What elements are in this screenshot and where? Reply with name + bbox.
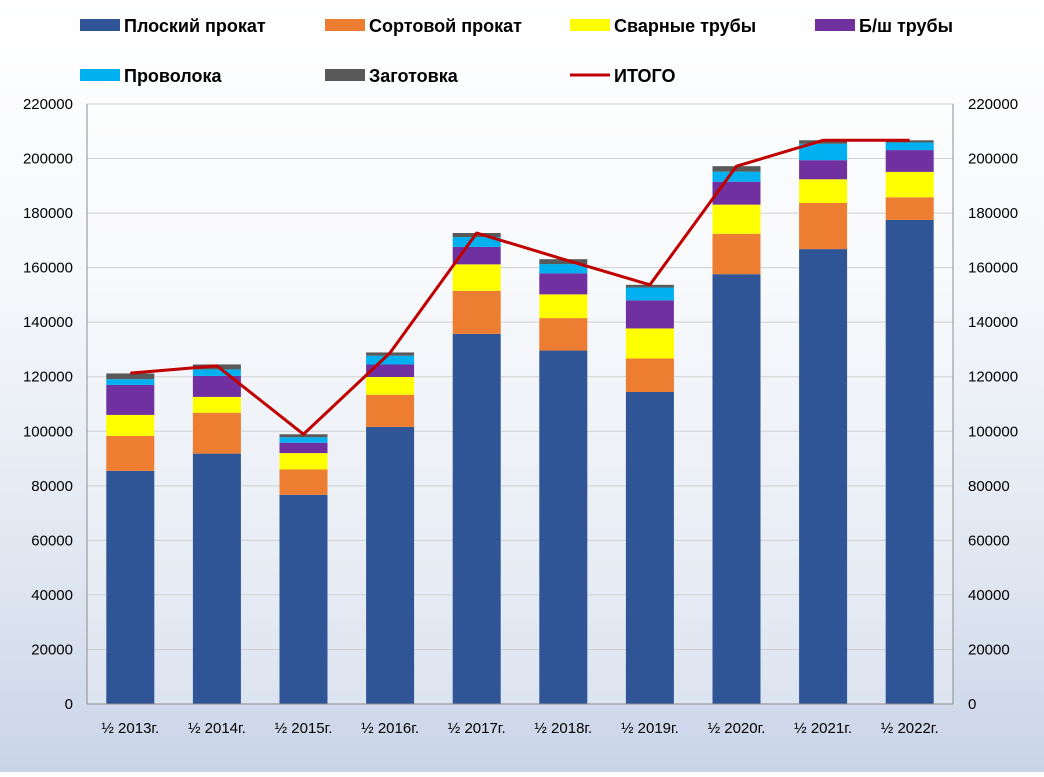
x-tick-label: ½ 2016г.: [361, 720, 419, 737]
bar-segment: [799, 179, 847, 203]
y-tick-label: 180000: [23, 205, 73, 222]
chart-svg: Плоский прокат Сортовой прокат Сварные тру…: [0, 0, 1044, 772]
secondary-y-tick-label: 0: [968, 696, 976, 713]
legend-label: Сварные трубы: [614, 16, 756, 36]
bar-segment: [886, 197, 934, 220]
legend-swatch: [80, 19, 120, 31]
bar-segment: [539, 318, 587, 350]
secondary-y-tick-label: 140000: [968, 314, 1018, 331]
legend: Плоский прокат Сортовой прокат Сварные тру…: [80, 16, 953, 86]
bar-segment: [106, 415, 154, 436]
chart: Плоский прокат Сортовой прокат Сварные тру…: [0, 0, 1044, 772]
legend-swatch: [570, 19, 610, 31]
bar-segment: [626, 392, 674, 704]
bar-segment: [626, 300, 674, 328]
legend-swatch: [815, 19, 855, 31]
y-tick-label: 100000: [23, 423, 73, 440]
legend-label: Проволока: [124, 66, 223, 86]
secondary-y-tick-label: 160000: [968, 260, 1018, 277]
bar-segment: [886, 172, 934, 197]
secondary-y-tick-label: 40000: [968, 587, 1010, 604]
legend-label: Плоский прокат: [124, 16, 266, 36]
bar-segment: [106, 373, 154, 379]
y-tick-label: 200000: [23, 151, 73, 168]
y-tick-label: 220000: [23, 96, 73, 113]
bar-segment: [193, 397, 241, 413]
bar-segment: [713, 274, 761, 704]
bar-segment: [106, 385, 154, 415]
x-tick-label: ½ 2017г.: [448, 720, 506, 737]
bar-segment: [280, 437, 328, 442]
legend-swatch: [80, 69, 120, 81]
bar-segment: [106, 471, 154, 704]
y-tick-label: 60000: [31, 532, 73, 549]
y-tick-label: 40000: [31, 587, 73, 604]
bar-segment: [626, 288, 674, 301]
bar-segment: [626, 328, 674, 358]
bar-segment: [539, 294, 587, 318]
x-tick-label: ½ 2020г.: [708, 720, 766, 737]
bar-segment: [539, 351, 587, 704]
bar-segment: [886, 150, 934, 172]
y-tick-label: 120000: [23, 369, 73, 386]
bar-segment: [106, 436, 154, 471]
bar-segment: [799, 160, 847, 179]
bar-segment: [280, 469, 328, 494]
bar-segment: [280, 443, 328, 453]
y-tick-label: 0: [65, 696, 73, 713]
bar-segment: [713, 234, 761, 274]
bar-segment: [453, 291, 501, 334]
bar-segment: [193, 413, 241, 454]
legend-label: Сортовой прокат: [369, 16, 522, 36]
bar-segment: [453, 334, 501, 704]
bar-segment: [799, 249, 847, 704]
y-tick-label: 20000: [31, 641, 73, 658]
bar-segment: [280, 453, 328, 469]
bar-segment: [713, 172, 761, 182]
bar-segment: [366, 356, 414, 365]
secondary-y-tick-label: 120000: [968, 369, 1018, 386]
secondary-y-tick-label: 100000: [968, 423, 1018, 440]
x-tick-label: ½ 2022г.: [881, 720, 939, 737]
bar-segment: [713, 205, 761, 234]
bar-segment: [366, 427, 414, 704]
bar-segment: [106, 379, 154, 385]
x-tick-label: ½ 2019г.: [621, 720, 679, 737]
bar-segment: [193, 369, 241, 376]
y-tick-label: 140000: [23, 314, 73, 331]
bar-segment: [539, 273, 587, 294]
x-tick-label: ½ 2013г.: [101, 720, 159, 737]
secondary-y-tick-label: 200000: [968, 151, 1018, 168]
bar-segment: [886, 220, 934, 704]
legend-label: ИТОГО: [614, 66, 675, 86]
y-tick-label: 160000: [23, 260, 73, 277]
bar-segment: [366, 377, 414, 395]
x-tick-label: ½ 2015г.: [275, 720, 333, 737]
legend-swatch: [325, 19, 365, 31]
x-tick-label: ½ 2021г.: [794, 720, 852, 737]
x-tick-label: ½ 2014г.: [188, 720, 246, 737]
bar-segment: [626, 358, 674, 392]
secondary-y-tick-label: 80000: [968, 478, 1010, 495]
secondary-y-tick-label: 20000: [968, 641, 1010, 658]
y-tick-label: 80000: [31, 478, 73, 495]
bar-segment: [453, 264, 501, 290]
bar-segment: [280, 495, 328, 704]
bar-segment: [799, 203, 847, 249]
secondary-y-tick-label: 60000: [968, 532, 1010, 549]
legend-label: Заготовка: [369, 66, 459, 86]
secondary-y-tick-label: 220000: [968, 96, 1018, 113]
bar-segment: [366, 395, 414, 427]
bar-segment: [366, 364, 414, 377]
legend-swatch: [325, 69, 365, 81]
bar-segment: [713, 182, 761, 205]
legend-label: Б/ш трубы: [859, 16, 953, 36]
bar-segment: [886, 142, 934, 150]
bar-segment: [193, 454, 241, 704]
secondary-y-tick-label: 180000: [968, 205, 1018, 222]
x-tick-label: ½ 2018г.: [534, 720, 592, 737]
